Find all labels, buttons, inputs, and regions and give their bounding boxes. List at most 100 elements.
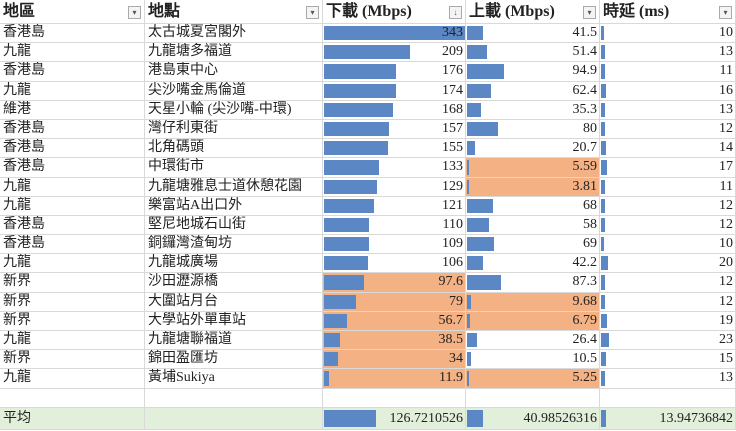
upload-cell[interactable]: 62.4 bbox=[466, 81, 600, 100]
latency-cell[interactable]: 16 bbox=[600, 81, 736, 100]
download-cell[interactable]: 157 bbox=[323, 119, 466, 139]
location-cell[interactable]: 中環街市 bbox=[145, 158, 323, 177]
upload-cell[interactable]: 68 bbox=[466, 196, 600, 215]
latency-cell[interactable]: 10 bbox=[600, 235, 736, 254]
download-cell[interactable]: 97.6 bbox=[323, 273, 466, 292]
download-cell[interactable]: 79 bbox=[323, 292, 466, 311]
region-cell[interactable]: 香港島 bbox=[0, 139, 145, 158]
location-cell[interactable]: 銅鑼灣渣甸坊 bbox=[145, 235, 323, 254]
download-cell[interactable]: 110 bbox=[323, 215, 466, 235]
download-cell[interactable]: 106 bbox=[323, 254, 466, 273]
region-cell[interactable]: 維港 bbox=[0, 100, 145, 119]
average-label[interactable]: 平均 bbox=[0, 407, 145, 429]
download-cell[interactable]: 38.5 bbox=[323, 331, 466, 350]
latency-cell[interactable]: 11 bbox=[600, 62, 736, 81]
upload-cell[interactable]: 9.68 bbox=[466, 292, 600, 311]
upload-cell[interactable]: 20.7 bbox=[466, 139, 600, 158]
header-location[interactable]: 地點 ▾ bbox=[145, 0, 323, 23]
filter-dropdown-icon[interactable]: ▾ bbox=[719, 6, 732, 19]
latency-cell[interactable]: 14 bbox=[600, 139, 736, 158]
region-cell[interactable]: 香港島 bbox=[0, 62, 145, 81]
region-cell[interactable]: 新界 bbox=[0, 273, 145, 292]
location-cell[interactable]: 錦田盈匯坊 bbox=[145, 350, 323, 369]
upload-cell[interactable]: 80 bbox=[466, 119, 600, 139]
region-cell[interactable]: 九龍 bbox=[0, 196, 145, 215]
latency-cell[interactable]: 19 bbox=[600, 311, 736, 330]
download-cell[interactable]: 121 bbox=[323, 196, 466, 215]
upload-cell[interactable]: 94.9 bbox=[466, 62, 600, 81]
download-cell[interactable]: 168 bbox=[323, 100, 466, 119]
location-cell[interactable]: 灣仔利東街 bbox=[145, 119, 323, 139]
location-cell[interactable]: 沙田瀝源橋 bbox=[145, 273, 323, 292]
region-cell[interactable]: 香港島 bbox=[0, 235, 145, 254]
latency-cell[interactable]: 15 bbox=[600, 350, 736, 369]
latency-cell[interactable]: 12 bbox=[600, 273, 736, 292]
location-cell[interactable]: 大圍站月台 bbox=[145, 292, 323, 311]
download-cell[interactable]: 56.7 bbox=[323, 311, 466, 330]
download-cell[interactable]: 109 bbox=[323, 235, 466, 254]
latency-cell[interactable]: 17 bbox=[600, 158, 736, 177]
location-cell[interactable]: 九龍塘聯福道 bbox=[145, 331, 323, 350]
region-cell[interactable]: 九龍 bbox=[0, 81, 145, 100]
region-cell[interactable]: 九龍 bbox=[0, 177, 145, 196]
region-cell[interactable]: 新界 bbox=[0, 292, 145, 311]
latency-cell[interactable]: 12 bbox=[600, 292, 736, 311]
location-cell[interactable]: 太古城夏宮閣外 bbox=[145, 24, 323, 43]
empty-cell[interactable] bbox=[466, 388, 600, 407]
location-cell[interactable]: 九龍塘雅息士道休憩花園 bbox=[145, 177, 323, 196]
region-cell[interactable]: 九龍 bbox=[0, 43, 145, 62]
upload-cell[interactable]: 41.5 bbox=[466, 24, 600, 43]
location-cell[interactable]: 北角碼頭 bbox=[145, 139, 323, 158]
empty-cell[interactable] bbox=[145, 388, 323, 407]
average-latency[interactable]: 13.94736842 bbox=[600, 407, 736, 429]
latency-cell[interactable]: 13 bbox=[600, 100, 736, 119]
download-cell[interactable]: 174 bbox=[323, 81, 466, 100]
location-cell[interactable]: 大學站外單車站 bbox=[145, 311, 323, 330]
latency-cell[interactable]: 23 bbox=[600, 331, 736, 350]
upload-cell[interactable]: 87.3 bbox=[466, 273, 600, 292]
location-cell[interactable]: 港島東中心 bbox=[145, 62, 323, 81]
upload-cell[interactable]: 6.79 bbox=[466, 311, 600, 330]
location-cell[interactable]: 天星小輪 (尖沙嘴-中環) bbox=[145, 100, 323, 119]
latency-cell[interactable]: 12 bbox=[600, 215, 736, 235]
region-cell[interactable]: 九龍 bbox=[0, 331, 145, 350]
upload-cell[interactable]: 35.3 bbox=[466, 100, 600, 119]
header-download[interactable]: 下載 (Mbps) ↓ bbox=[323, 0, 466, 23]
empty-cell[interactable] bbox=[600, 388, 736, 407]
average-empty[interactable] bbox=[145, 407, 323, 429]
sort-descending-icon[interactable]: ↓ bbox=[449, 6, 462, 19]
upload-cell[interactable]: 5.25 bbox=[466, 369, 600, 388]
location-cell[interactable]: 堅尼地城石山街 bbox=[145, 215, 323, 235]
region-cell[interactable]: 香港島 bbox=[0, 24, 145, 43]
upload-cell[interactable]: 3.81 bbox=[466, 177, 600, 196]
region-cell[interactable]: 九龍 bbox=[0, 369, 145, 388]
upload-cell[interactable]: 51.4 bbox=[466, 43, 600, 62]
download-cell[interactable]: 209 bbox=[323, 43, 466, 62]
upload-cell[interactable]: 5.59 bbox=[466, 158, 600, 177]
header-region[interactable]: 地區 ▾ bbox=[0, 0, 145, 23]
latency-cell[interactable]: 11 bbox=[600, 177, 736, 196]
empty-cell[interactable] bbox=[0, 388, 145, 407]
download-cell[interactable]: 155 bbox=[323, 139, 466, 158]
region-cell[interactable]: 九龍 bbox=[0, 254, 145, 273]
download-cell[interactable]: 34 bbox=[323, 350, 466, 369]
upload-cell[interactable]: 26.4 bbox=[466, 331, 600, 350]
location-cell[interactable]: 樂富站A出口外 bbox=[145, 196, 323, 215]
latency-cell[interactable]: 20 bbox=[600, 254, 736, 273]
latency-cell[interactable]: 12 bbox=[600, 119, 736, 139]
header-upload[interactable]: 上載 (Mbps) ▾ bbox=[466, 0, 600, 23]
header-latency[interactable]: 時延 (ms) ▾ bbox=[600, 0, 736, 23]
upload-cell[interactable]: 42.2 bbox=[466, 254, 600, 273]
filter-dropdown-icon[interactable]: ▾ bbox=[583, 6, 596, 19]
region-cell[interactable]: 新界 bbox=[0, 311, 145, 330]
latency-cell[interactable]: 13 bbox=[600, 43, 736, 62]
download-cell[interactable]: 133 bbox=[323, 158, 466, 177]
filter-dropdown-icon[interactable]: ▾ bbox=[128, 6, 141, 19]
location-cell[interactable]: 九龍塘多福道 bbox=[145, 43, 323, 62]
latency-cell[interactable]: 13 bbox=[600, 369, 736, 388]
filter-dropdown-icon[interactable]: ▾ bbox=[306, 6, 319, 19]
region-cell[interactable]: 香港島 bbox=[0, 119, 145, 139]
region-cell[interactable]: 新界 bbox=[0, 350, 145, 369]
download-cell[interactable]: 343 bbox=[323, 24, 466, 43]
upload-cell[interactable]: 69 bbox=[466, 235, 600, 254]
